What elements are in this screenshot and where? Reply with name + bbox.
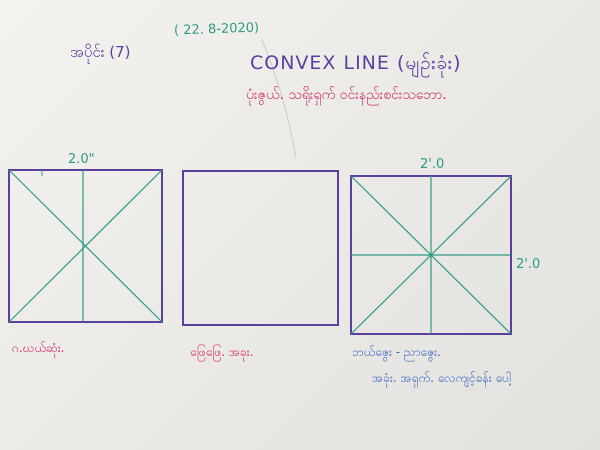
figure-1-caption: ဂ.ဃယ်ဆုံး. [12,341,65,355]
figure-2-caption: ဖြေဖြေ. အခုး. [190,345,254,359]
board-scuff [261,39,297,159]
figure-3-diagonal-b [350,175,512,335]
figure-1 [8,169,163,323]
lesson-number: အပိုင်း (7) [70,43,131,61]
figure-1-square [8,169,163,323]
figure-3-width-label: 2'.0 [420,157,445,172]
figure-2-square [182,170,339,326]
page-title: CONVEX LINE (မျဉ်းခုံး) [250,52,462,74]
figure-1-width-label: 2.0" [68,152,95,167]
figure-1-diagonal-b [8,169,163,323]
date-label: ( 22. 8-2020) [173,20,260,39]
figure-3 [350,175,512,335]
figure-2 [182,170,339,326]
figure-3-caption-line-2: အခုံး. အရှက်. လေကျင့်ခန်း ပေါ့ [372,371,512,385]
figure-3-caption-line-1: ဘယ်ဇွေး - ညာဇွေး. [352,345,441,359]
page-subtitle: ပုံးဇွယ်. သရိုးရှက် ဝင်းနည်းစင်းသဘော. [246,87,447,103]
figure-3-height-label: 2'.0 [516,257,541,272]
